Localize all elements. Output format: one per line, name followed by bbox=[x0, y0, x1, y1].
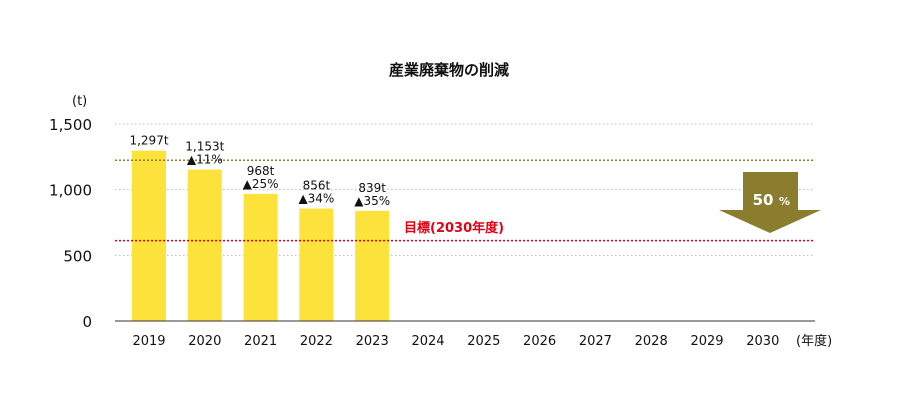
x-tick-label-2019: 2019 bbox=[132, 334, 165, 349]
x-tick-label-2020: 2020 bbox=[188, 334, 221, 349]
reference-lines bbox=[115, 159, 815, 242]
x-axis-ticks: 2019 2020 2021 2022 2023 2024 2025 2026 2027 2028… bbox=[132, 334, 779, 349]
value-label-2019: 1,297t bbox=[129, 134, 168, 148]
value-label-2020: 1,153t bbox=[185, 140, 224, 154]
reduction-badge-unit: % bbox=[779, 195, 790, 208]
y-tick-label-0: 0 bbox=[82, 313, 92, 331]
reduction-arrow-icon bbox=[719, 172, 821, 233]
x-tick-label-2030: 2030 bbox=[746, 334, 779, 349]
bar-2023 bbox=[355, 210, 390, 321]
y-axis-ticks: 0 500 1,000 1,500 bbox=[49, 116, 92, 331]
reduction-label-2020: ▲11% bbox=[187, 153, 223, 167]
x-tick-label-2028: 2028 bbox=[635, 334, 668, 349]
data-labels: 1,297t ▲11%1,153t ▲25%968t ▲34%856t ▲35%839t bbox=[129, 134, 390, 208]
x-axis-unit: (年度) bbox=[796, 333, 832, 349]
x-tick-label-2027: 2027 bbox=[579, 334, 612, 349]
x-tick-label-2022: 2022 bbox=[300, 334, 333, 349]
x-tick-label-2029: 2029 bbox=[690, 334, 723, 349]
target-label: 目標(2030年度) bbox=[404, 220, 504, 236]
gridlines bbox=[115, 123, 815, 256]
x-tick-label-2026: 2026 bbox=[523, 334, 556, 349]
chart-title: 産業廃棄物の削減 bbox=[389, 61, 509, 79]
reduction-label-2021: ▲25% bbox=[243, 177, 279, 191]
x-tick-label-2024: 2024 bbox=[411, 334, 444, 349]
reduction-badge: 50 % bbox=[719, 172, 821, 233]
value-label-2022: 856t bbox=[303, 179, 331, 193]
bar-2022 bbox=[299, 208, 334, 321]
bar-2021 bbox=[243, 193, 278, 321]
y-axis-unit: (t) bbox=[72, 94, 87, 109]
value-label-2023: 839t bbox=[358, 181, 386, 195]
bar-2020 bbox=[187, 169, 222, 321]
bar-2019 bbox=[132, 150, 166, 321]
reduction-badge-number: 50 bbox=[753, 191, 774, 209]
y-tick-label-2: 1,000 bbox=[49, 182, 92, 200]
value-label-2021: 968t bbox=[247, 164, 275, 178]
reduction-label-2022: ▲34% bbox=[298, 192, 334, 206]
x-tick-label-2023: 2023 bbox=[356, 334, 389, 349]
y-tick-label-1: 500 bbox=[63, 247, 92, 265]
bars bbox=[132, 150, 390, 321]
y-tick-label-3: 1,500 bbox=[49, 116, 92, 134]
reduction-label-2023: ▲35% bbox=[354, 194, 390, 208]
x-tick-label-2021: 2021 bbox=[244, 334, 277, 349]
x-tick-label-2025: 2025 bbox=[467, 334, 500, 349]
